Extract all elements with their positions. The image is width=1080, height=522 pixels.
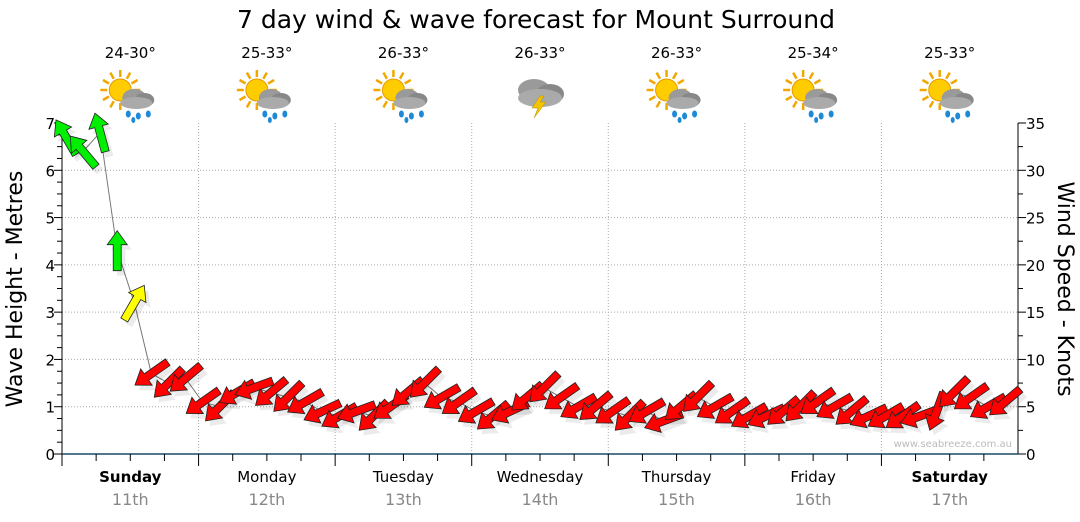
- wind-arrow: [614, 398, 647, 431]
- left-axis-label: Wave Height - Metres: [3, 171, 28, 408]
- wind-arrow: [153, 365, 186, 398]
- wind-arrow: [120, 284, 147, 323]
- wind-arrow: [628, 397, 667, 424]
- left-tick-label: 4: [45, 257, 55, 275]
- date-label: 14th: [522, 490, 559, 509]
- date-label: 11th: [112, 490, 149, 509]
- wind-arrow: [885, 400, 922, 429]
- wind-arrow: [730, 402, 769, 429]
- right-tick-label: 0: [1026, 446, 1036, 464]
- sun-cloud-rain-icon: [646, 70, 701, 123]
- wind-arrow: [849, 403, 889, 429]
- wind-arrow: [939, 374, 972, 408]
- date-label: 12th: [248, 490, 285, 509]
- left-tick-label: 7: [45, 115, 55, 133]
- wind-arrow: [185, 386, 222, 415]
- left-tick-label: 6: [45, 162, 55, 180]
- right-tick-label: 25: [1026, 210, 1045, 228]
- sun-cloud-rain-icon: [236, 70, 291, 123]
- wind-arrow: [303, 398, 343, 424]
- wind-arrow: [106, 229, 128, 272]
- wind-arrow: [234, 376, 275, 400]
- date-label: 15th: [658, 490, 695, 509]
- sun-cloud-rain-icon: [373, 70, 428, 123]
- wind-arrow: [800, 386, 837, 415]
- watermark: www.seabreeze.com.au: [894, 439, 1012, 450]
- wind-arrow: [989, 385, 1024, 416]
- wind-arrow: [255, 376, 290, 406]
- wind-arrow: [816, 392, 855, 419]
- temperature-range: 25-33°: [241, 44, 292, 62]
- left-tick-label: 5: [45, 210, 55, 228]
- wind-arrow: [867, 402, 906, 429]
- wind-arrow: [767, 394, 802, 425]
- wind-arrow: [287, 387, 325, 415]
- right-tick-label: 10: [1026, 351, 1045, 369]
- sun-cloud-rain-icon: [919, 70, 974, 123]
- wind-arrow: [169, 361, 204, 392]
- date-label: 13th: [385, 490, 422, 509]
- left-tick-label: 2: [45, 351, 55, 369]
- temperature-range: 25-33°: [924, 44, 975, 62]
- wind-arrow: [579, 390, 614, 421]
- day-label: Thursday: [641, 468, 712, 486]
- date-label: 17th: [931, 490, 968, 509]
- left-tick-label: 1: [45, 399, 55, 417]
- sun-cloud-rain-icon: [100, 70, 155, 123]
- temperature-range: 25-34°: [788, 44, 839, 62]
- wind-arrow: [69, 135, 100, 170]
- wind-arrow: [544, 381, 581, 410]
- wind-arrow: [785, 389, 818, 422]
- left-tick-label: 0: [45, 446, 55, 464]
- chart-title: 7 day wind & wave forecast for Mount Sur…: [237, 5, 835, 34]
- temperature-range: 26-33°: [378, 44, 429, 62]
- left-tick-label: 3: [45, 304, 55, 322]
- right-tick-label: 30: [1026, 162, 1045, 180]
- wind-arrow: [696, 392, 735, 419]
- wind-arrow: [423, 383, 462, 410]
- wind-arrow: [683, 379, 716, 412]
- wind-arrow: [88, 112, 110, 154]
- wind-arrow: [476, 399, 512, 430]
- wind-trend-line: [65, 131, 1006, 422]
- right-axis-label: Wind Speed - Knots: [1052, 181, 1077, 396]
- wind-arrow: [409, 365, 443, 398]
- temperature-range: 26-33°: [514, 44, 565, 62]
- day-label: Wednesday: [497, 468, 584, 486]
- day-label: Tuesday: [372, 468, 434, 486]
- wind-arrow: [336, 400, 377, 424]
- right-tick-label: 20: [1026, 257, 1045, 275]
- sun-cloud-rain-icon: [783, 70, 838, 123]
- wind-arrow: [529, 370, 562, 403]
- wind-arrow: [560, 392, 599, 419]
- wind-arrow: [457, 397, 496, 424]
- temperature-range: 26-33°: [651, 44, 702, 62]
- wind-arrow: [134, 358, 171, 386]
- day-label: Monday: [237, 468, 296, 486]
- date-label: 16th: [795, 490, 832, 509]
- right-tick-label: 35: [1026, 115, 1045, 133]
- wind-arrow: [714, 396, 752, 424]
- right-tick-label: 15: [1026, 304, 1045, 322]
- storm-cloud-icon: [518, 79, 564, 119]
- day-label: Sunday: [99, 468, 162, 486]
- wind-arrow: [953, 381, 991, 410]
- wind-arrow: [441, 386, 478, 415]
- temperature-range: 24-30°: [105, 44, 156, 62]
- right-tick-label: 5: [1026, 399, 1036, 417]
- day-label: Friday: [790, 468, 836, 486]
- wind-arrow: [595, 396, 632, 424]
- day-label: Saturday: [912, 468, 989, 486]
